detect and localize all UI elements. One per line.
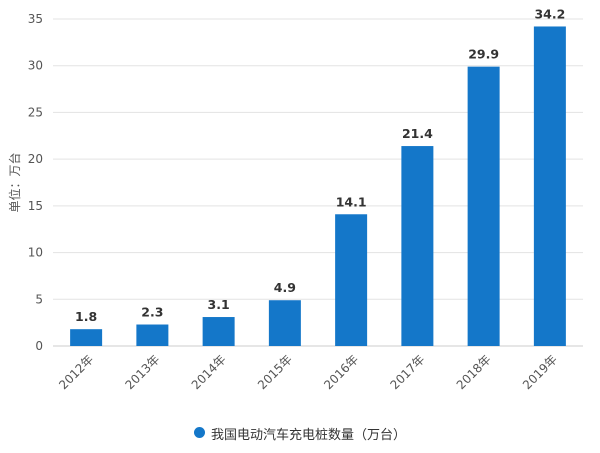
x-tick-label: 2016年 (321, 352, 361, 392)
y-tick-label: 10 (28, 246, 43, 260)
data-label: 34.2 (534, 6, 565, 21)
x-tick-label: 2015年 (255, 352, 295, 392)
x-tick-label: 2012年 (56, 352, 96, 392)
bar (467, 66, 500, 347)
y-tick-label: 0 (35, 339, 43, 353)
y-tick-label: 25 (28, 105, 43, 119)
x-tick-label: 2014年 (189, 352, 229, 392)
data-label: 2.3 (141, 305, 163, 320)
bar (533, 26, 566, 347)
data-label: 1.8 (75, 309, 97, 324)
bar (268, 300, 301, 346)
y-tick-label: 20 (28, 152, 43, 166)
x-tick-label: 2017年 (388, 352, 428, 392)
y-tick-label: 30 (28, 59, 43, 73)
y-axis-title: 单位：万台 (7, 152, 22, 212)
y-tick-label: 15 (28, 199, 43, 213)
bar (202, 317, 235, 346)
y-tick-label: 5 (35, 292, 43, 306)
legend: 我国电动汽车充电桩数量（万台） (0, 424, 600, 443)
bar (70, 329, 103, 346)
bar (335, 214, 368, 346)
data-label: 14.1 (336, 194, 367, 209)
data-label: 3.1 (208, 297, 230, 312)
data-label: 29.9 (468, 47, 499, 62)
y-tick-label: 35 (28, 12, 43, 26)
x-tick-label: 2013年 (123, 352, 163, 392)
bar (136, 324, 169, 346)
legend-label: 我国电动汽车充电桩数量（万台） (210, 428, 406, 443)
x-tick-label: 2019年 (520, 352, 560, 392)
bar (401, 146, 434, 346)
data-label: 4.9 (274, 280, 296, 295)
data-label: 21.4 (402, 126, 433, 141)
x-tick-label: 2018年 (454, 352, 494, 392)
legend-marker (193, 427, 205, 438)
